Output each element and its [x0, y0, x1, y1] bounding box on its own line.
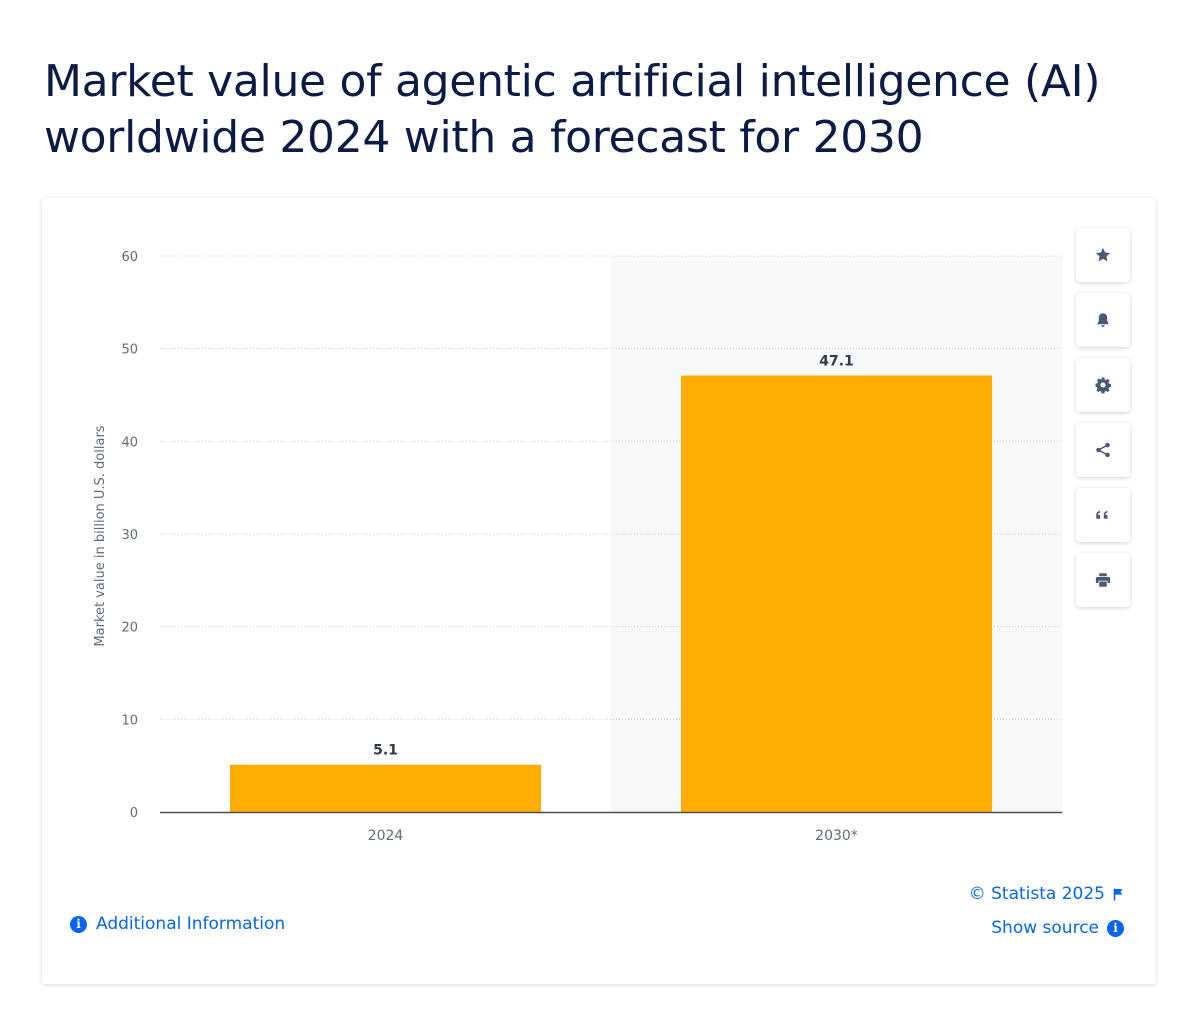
- additional-information-link[interactable]: i Additional Information: [70, 914, 285, 934]
- x-tick-label: 2024: [368, 828, 404, 844]
- chart-card: 0 10 20 30 40 50 60 Market value in billion U.S…: [42, 198, 1156, 984]
- y-tick-label: 50: [121, 343, 138, 358]
- print-icon: [1095, 573, 1111, 587]
- info-icon: i: [70, 915, 87, 933]
- copyright-label: © Statista 2025: [968, 884, 1105, 904]
- cite-button[interactable]: [1076, 488, 1130, 542]
- x-tick-label: 2030*: [815, 828, 858, 844]
- bar: [681, 375, 992, 812]
- bar: [230, 764, 541, 812]
- y-tick-label: 10: [121, 713, 138, 728]
- y-tick-label: 30: [121, 528, 138, 543]
- y-tick-label: 40: [121, 435, 138, 450]
- data-label: 47.1: [819, 354, 854, 370]
- y-tick-label: 60: [121, 250, 138, 265]
- bar-chart: 0 10 20 30 40 50 60 Market value in billion U.S…: [93, 250, 1062, 844]
- copyright-link[interactable]: © Statista 2025: [969, 884, 1124, 904]
- favorite-button[interactable]: [1076, 228, 1130, 282]
- show-source-link[interactable]: Show source i: [991, 918, 1124, 938]
- share-icon: [1096, 442, 1110, 458]
- page-title: Market value of agentic artificial intel…: [44, 56, 1101, 163]
- bell-icon: [1097, 313, 1109, 327]
- show-source-label: Show source: [991, 918, 1099, 938]
- data-label: 5.1: [373, 743, 398, 759]
- additional-information-label: Additional Information: [96, 914, 286, 934]
- chart-toolbar: [1076, 228, 1130, 618]
- info-icon: i: [1107, 919, 1124, 937]
- settings-button[interactable]: [1076, 358, 1130, 412]
- share-button[interactable]: [1076, 423, 1130, 477]
- y-tick-label: 20: [121, 621, 138, 636]
- flag-icon: [1113, 888, 1123, 900]
- y-axis-label: Market value in billion U.S. dollars: [93, 425, 108, 646]
- notification-button[interactable]: [1076, 293, 1130, 347]
- y-tick-label: 0: [130, 806, 138, 821]
- star-icon: [1095, 247, 1111, 262]
- quote-icon: [1096, 510, 1108, 519]
- print-button[interactable]: [1076, 553, 1130, 607]
- gear-icon: [1095, 377, 1112, 394]
